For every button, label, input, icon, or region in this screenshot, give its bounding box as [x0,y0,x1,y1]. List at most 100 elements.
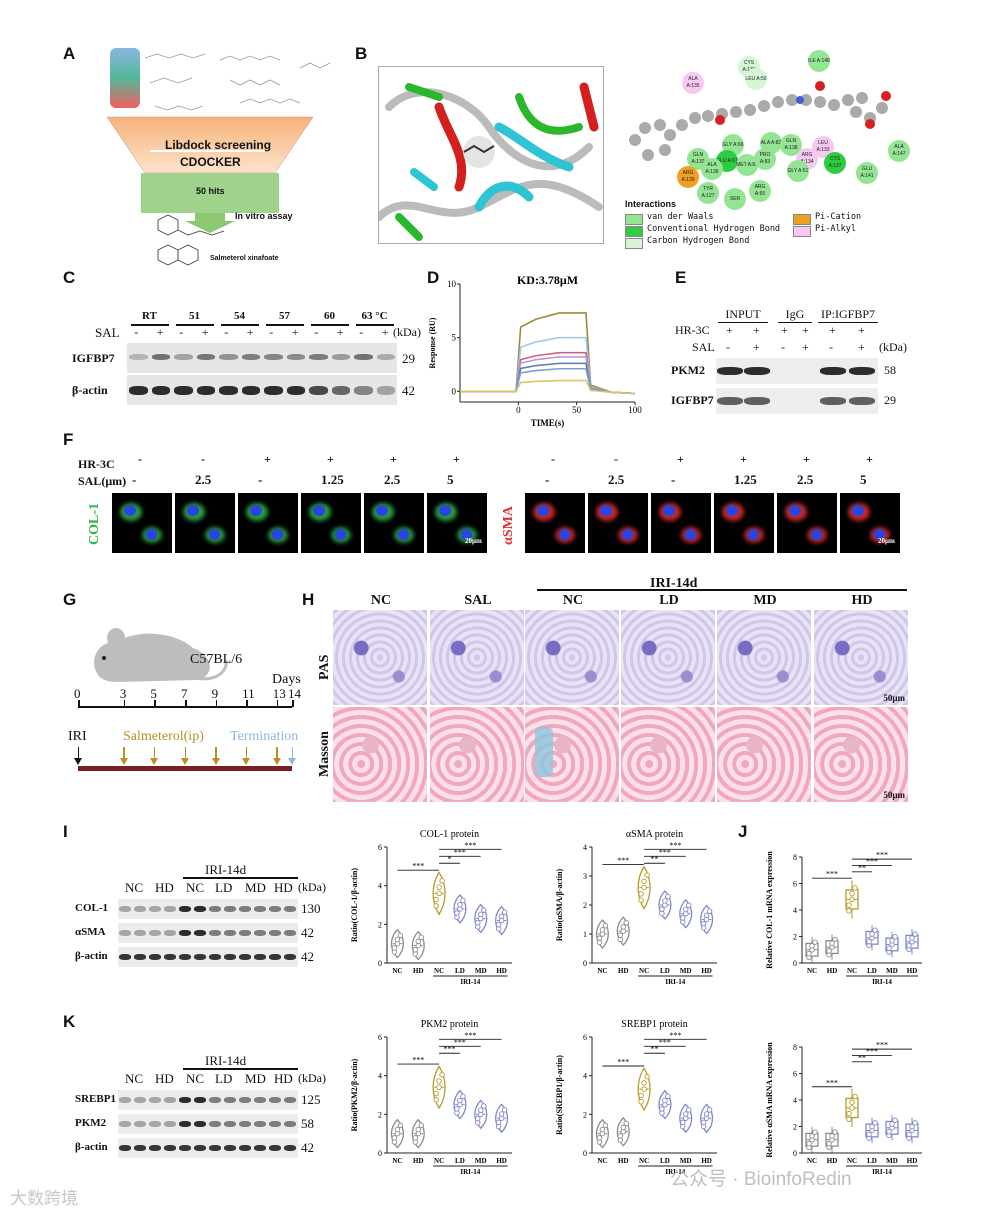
significance-label: *** [876,1041,888,1050]
col1-protein-chart: COL-1 protein 0 2 4 6 Ratio(COL-1/β-actin) NC H… [350,829,512,986]
mouse-icon [94,628,228,682]
hr3c-sign: + [802,323,809,337]
kda-value: 58 [884,363,896,377]
scale-bar-label: 50μm [883,693,905,703]
y-tick-label: 1 [583,930,587,939]
data-point [659,1106,665,1112]
data-point [397,1122,404,1129]
blot-band [196,354,215,360]
hr3c-value: + [803,452,810,466]
sal-value: - [671,472,676,487]
legend-label: Pi-Alkyl [815,224,856,234]
srebp1-protein-chart: SREBP1 protein 0 2 4 6 Ratio(SREBP1/β-actin) N… [555,1019,717,1176]
x-tick-label: LD [867,1157,877,1165]
panel-b-label: B [355,44,368,63]
data-point [809,943,815,949]
fluorescence-image [175,493,235,553]
hr3c-label: HR-3C [675,323,710,337]
sal-sign: + [802,340,809,354]
y-tick-label: 0 [378,959,382,968]
x-tick-label: NC [639,1157,649,1165]
temperature-label: 60 [324,310,335,322]
data-point [418,1122,424,1129]
blot-band [224,906,236,912]
blot-band [269,1145,281,1151]
residue-bubble: CYS A:137 [824,152,846,174]
lane-label: NC [186,1071,205,1086]
hr3c-value: + [327,452,334,466]
data-point [433,896,439,903]
lane-label: HD [274,880,293,895]
y-tick-label: 8 [793,853,797,862]
y-tick-label: 2 [793,933,797,942]
violin-shape [595,1118,610,1149]
ip-group-bar [778,322,812,323]
blot-band [284,1145,296,1151]
blot-band [717,397,743,405]
histology-image [333,707,427,802]
histology-image [430,610,524,705]
violin-shape [432,871,446,916]
chart-title: αSMA protein [626,829,683,840]
sal-sign: - [314,325,319,339]
x-tick-label: NC [392,1157,402,1165]
blot-band [354,354,373,360]
iri-group-label: IRI-14d [650,576,698,591]
data-point [433,1097,439,1103]
data-point [685,1107,692,1113]
x-tick-label: HD [701,967,712,975]
fluorescence-image [112,493,172,553]
x-tick-label: LD [660,967,670,975]
blot-band [119,954,131,960]
kda-value: 42 [301,1140,314,1155]
panel-e-label: E [675,268,687,287]
violin-shape [453,894,467,924]
legend-label: van der Waals [647,212,714,222]
blot-band [254,1145,266,1151]
significance-label: *** [454,1038,466,1047]
sal-sign: + [291,325,299,339]
chart-title: KD:3.78μM [517,273,578,287]
histology-group-label: SAL [464,593,492,608]
y-tick-label: 4 [793,906,797,915]
blot-band [194,906,206,912]
data-point [498,1111,505,1117]
blot-band [284,906,296,912]
y-tick-label: 0 [793,959,797,968]
hr3c-sign: + [726,323,733,337]
y-tick-label: 6 [793,880,797,889]
group-label: IRI-14 [872,1168,892,1176]
blot-band [286,354,305,360]
blot-band [820,397,846,405]
temperature-label: 63 °C [361,310,388,322]
data-point [665,1093,671,1100]
histology-group-label: MD [753,593,777,608]
hits-step: 50 hits [196,186,225,196]
blot-band [196,386,215,395]
fluorescence-image [364,493,424,553]
data-point [477,911,484,918]
y-tick-label: 2 [793,1123,797,1132]
significance-label: * [448,855,452,864]
lane-label: NC [125,880,144,895]
data-point [866,938,872,945]
violin-shape [616,1116,630,1147]
group-label: IRI-14 [872,978,892,986]
data-point [477,1107,484,1113]
data-point [391,1135,398,1141]
residue-bubble: GLU A:141 [856,162,878,184]
data-point [829,940,835,947]
blot-band [209,1121,221,1127]
blot-band [119,1145,131,1151]
data-point [909,935,915,941]
blot-band [134,954,146,960]
blot-row-label: PKM2 [75,1117,107,1129]
data-point [889,1121,895,1127]
sal-value: 2.5 [608,472,625,487]
data-point [886,945,892,952]
nucleus [439,505,451,516]
violin-shape [595,919,610,949]
sal-value: - [258,472,263,487]
nucleus [124,505,136,516]
